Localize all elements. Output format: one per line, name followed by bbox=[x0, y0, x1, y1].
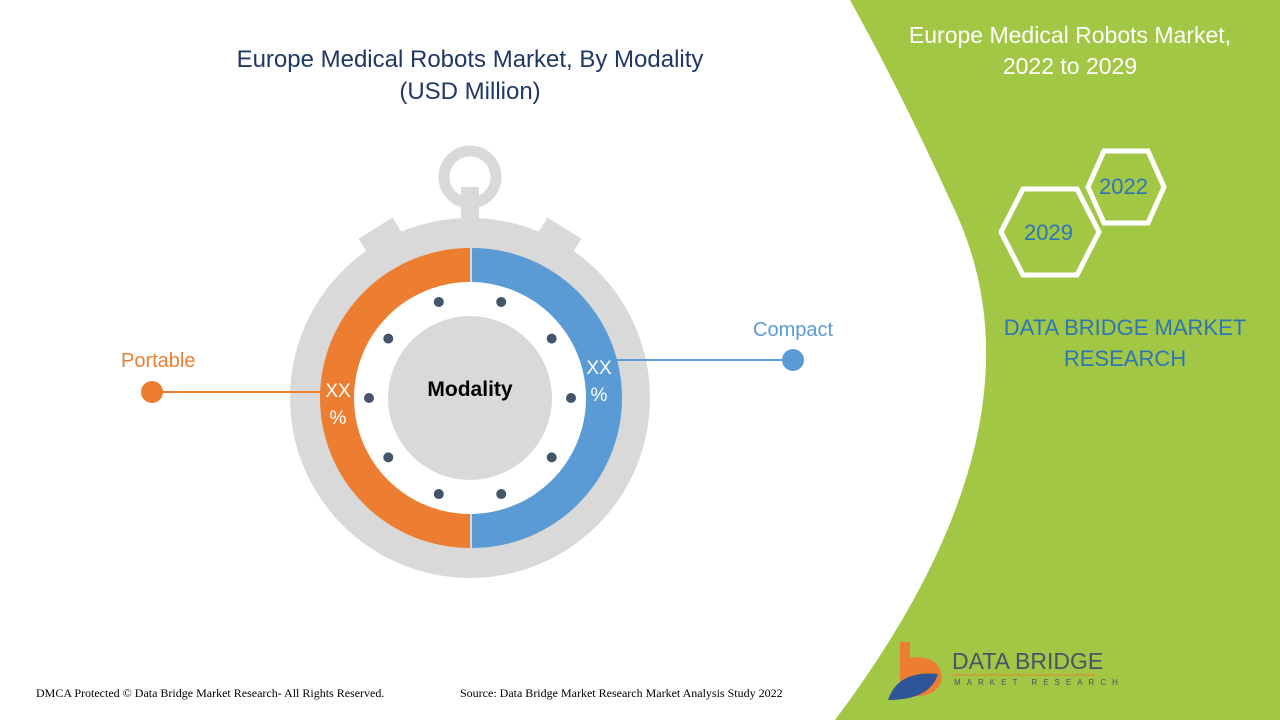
logo-subtext: MARKET RESEARCH bbox=[954, 678, 1124, 687]
tick-dot bbox=[546, 452, 557, 463]
green-panel bbox=[835, 0, 1280, 720]
chart-title: Europe Medical Robots Market, By Modalit… bbox=[150, 44, 790, 108]
value-portable: XX% bbox=[318, 378, 358, 432]
label-compact: Compact bbox=[753, 319, 834, 341]
tick-dot bbox=[433, 489, 444, 500]
marker-compact bbox=[782, 349, 804, 371]
side-title-line2: 2022 to 2029 bbox=[1002, 53, 1138, 79]
value-portable-line2: % bbox=[329, 408, 347, 429]
hexagon-2029 bbox=[998, 186, 1102, 278]
hexagon-2022 bbox=[1085, 148, 1167, 226]
year-2022: 2022 bbox=[1099, 174, 1148, 199]
title-line2: (USD Million) bbox=[399, 78, 541, 105]
tick-dot bbox=[566, 393, 576, 403]
tick-dot bbox=[496, 489, 507, 500]
tick-dot bbox=[383, 452, 394, 463]
side-title: Europe Medical Robots Market, 2022 to 202… bbox=[880, 20, 1260, 82]
title-line1: Europe Medical Robots Market, By Modalit… bbox=[236, 46, 704, 73]
value-compact-line1: XX bbox=[586, 358, 612, 379]
value-portable-line1: XX bbox=[325, 381, 351, 402]
tick-dot bbox=[546, 333, 557, 344]
logo-text: DATA BRIDGE bbox=[952, 648, 1104, 674]
brand-text: DATA BRIDGE MARKET RESEARCH bbox=[985, 312, 1265, 374]
tick-dot bbox=[364, 393, 374, 403]
tick-dot bbox=[433, 296, 444, 307]
brand-line2: RESEARCH bbox=[1063, 346, 1187, 371]
dmca-notice: DMCA Protected © Data Bridge Market Rese… bbox=[36, 686, 385, 700]
year-2029: 2029 bbox=[1024, 220, 1073, 245]
brand-line1: DATA BRIDGE MARKET bbox=[1003, 315, 1247, 340]
tick-dot bbox=[496, 296, 507, 307]
logo-icon bbox=[888, 642, 942, 700]
label-portable: Portable bbox=[121, 350, 196, 372]
stopwatch bbox=[290, 145, 650, 578]
source-note: Source: Data Bridge Market Research Mark… bbox=[460, 686, 783, 700]
side-title-line1: Europe Medical Robots Market, bbox=[908, 22, 1232, 48]
center-label: Modality bbox=[427, 378, 513, 401]
marker-portable bbox=[141, 381, 163, 403]
value-compact-line2: % bbox=[590, 385, 608, 406]
tick-dot bbox=[383, 333, 394, 344]
value-compact: XX% bbox=[579, 355, 619, 409]
